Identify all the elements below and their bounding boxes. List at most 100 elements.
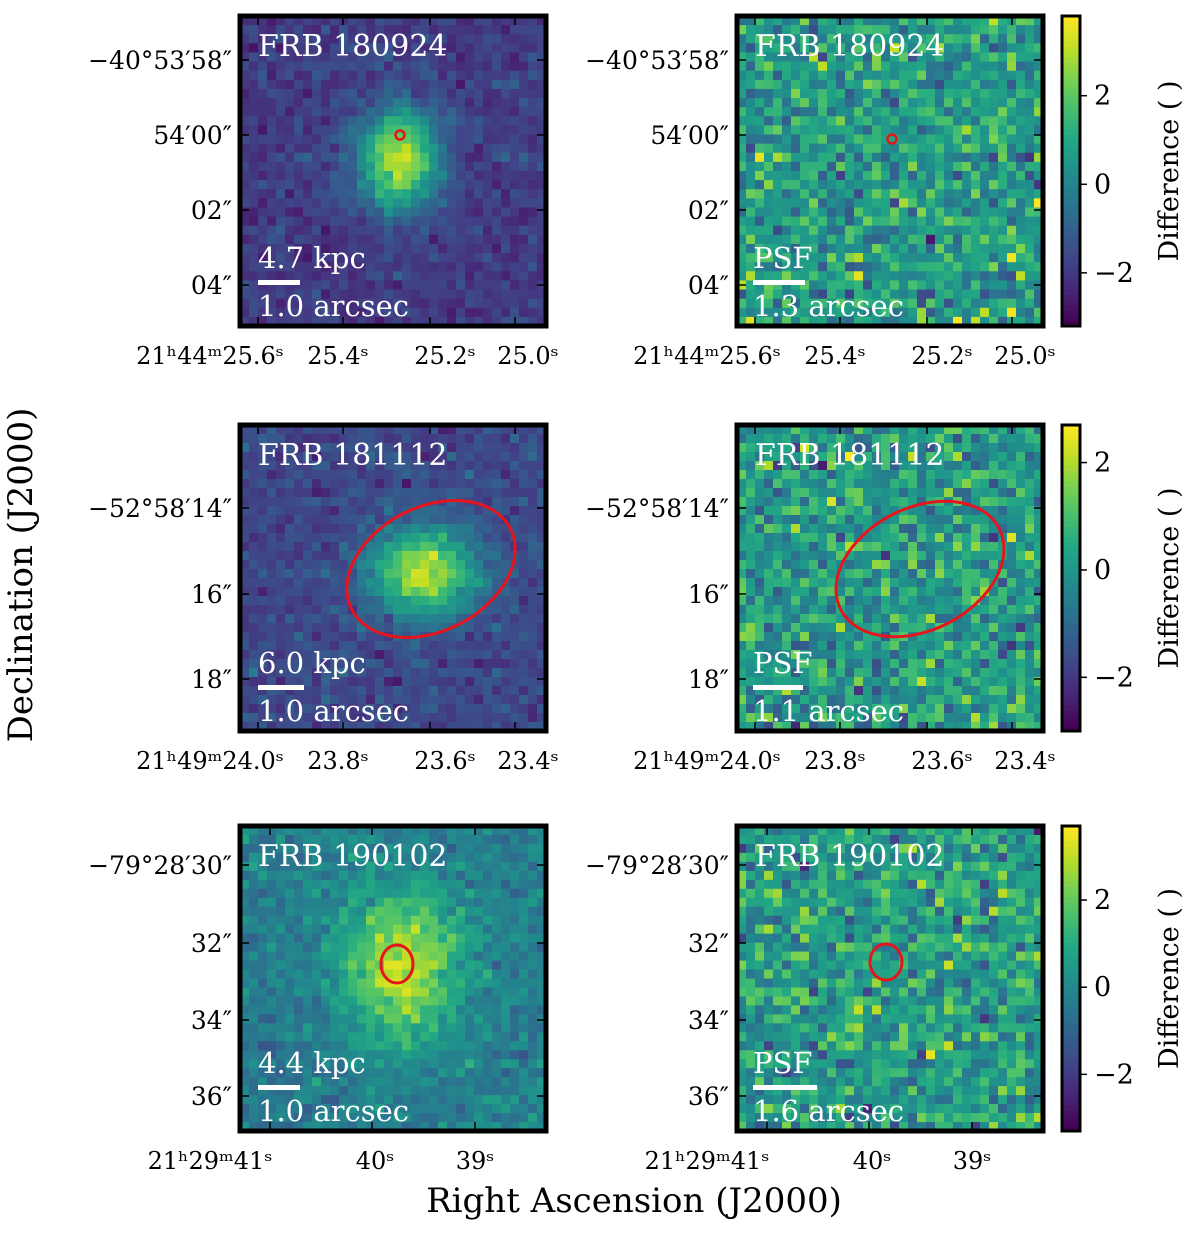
pixel bbox=[348, 61, 358, 72]
pixel bbox=[800, 542, 810, 552]
pixel bbox=[285, 216, 295, 227]
pixel bbox=[366, 161, 376, 172]
pixel bbox=[294, 843, 304, 854]
pixel bbox=[537, 641, 547, 651]
pixel bbox=[1007, 497, 1017, 507]
pixel bbox=[1034, 198, 1044, 209]
pixel bbox=[908, 713, 918, 723]
pixel bbox=[989, 234, 999, 245]
pixel bbox=[854, 125, 864, 136]
pixel bbox=[746, 116, 756, 127]
pixel bbox=[890, 704, 900, 714]
pixel bbox=[501, 695, 511, 705]
pixel bbox=[285, 470, 295, 480]
pixel bbox=[989, 569, 999, 579]
pixel bbox=[375, 515, 385, 525]
colorbar-step bbox=[1062, 547, 1080, 554]
pixel bbox=[854, 659, 864, 669]
pixel bbox=[501, 116, 511, 127]
pixel bbox=[492, 88, 502, 99]
pixel bbox=[510, 189, 520, 199]
pixel bbox=[519, 225, 529, 236]
pixel bbox=[321, 234, 331, 245]
pixel bbox=[980, 551, 990, 561]
pixel bbox=[375, 143, 385, 154]
pixel bbox=[375, 826, 385, 836]
pixel bbox=[285, 551, 295, 561]
pixel bbox=[510, 677, 520, 687]
pixel bbox=[348, 470, 358, 480]
pixel bbox=[881, 677, 891, 687]
pixel bbox=[492, 116, 502, 127]
pixel bbox=[375, 207, 385, 218]
pixel bbox=[285, 316, 295, 327]
pixel bbox=[483, 587, 493, 597]
pixel bbox=[926, 452, 936, 462]
pixel bbox=[1025, 560, 1035, 570]
colorbar-step bbox=[1062, 109, 1080, 115]
pixel bbox=[881, 234, 891, 245]
colorbar-step bbox=[1062, 36, 1080, 43]
pixel bbox=[953, 34, 963, 44]
pixel bbox=[402, 515, 412, 525]
pixel bbox=[276, 243, 286, 254]
pixel bbox=[746, 98, 756, 108]
pixel bbox=[393, 560, 403, 570]
scale-bar bbox=[753, 685, 803, 690]
pixel bbox=[348, 578, 358, 588]
pixel bbox=[465, 686, 475, 696]
pixel bbox=[384, 470, 394, 480]
pixel bbox=[1007, 216, 1017, 227]
pixel bbox=[285, 425, 295, 435]
pixel bbox=[267, 686, 277, 696]
pixel bbox=[483, 569, 493, 579]
pixel bbox=[348, 280, 358, 291]
pixel bbox=[998, 434, 1008, 444]
pixel bbox=[393, 34, 403, 44]
pixel bbox=[782, 722, 792, 732]
pixel bbox=[944, 569, 954, 579]
pixel bbox=[312, 271, 322, 282]
y-tick-label: −40°53′58″ bbox=[88, 46, 232, 75]
pixel bbox=[980, 243, 990, 254]
pixel bbox=[330, 61, 340, 72]
pixel bbox=[285, 479, 295, 489]
pixel bbox=[294, 107, 304, 117]
pixel bbox=[962, 34, 972, 44]
pixel bbox=[809, 479, 819, 489]
pixel bbox=[782, 578, 792, 588]
pixel bbox=[240, 605, 250, 615]
pixel bbox=[809, 161, 819, 172]
pixel bbox=[764, 677, 774, 687]
pixel bbox=[285, 243, 295, 254]
pixel bbox=[1034, 587, 1044, 597]
pixel bbox=[1016, 506, 1026, 516]
pixel bbox=[998, 470, 1008, 480]
pixel bbox=[908, 243, 918, 254]
pixel bbox=[249, 826, 259, 836]
pixel bbox=[456, 280, 466, 291]
pixel bbox=[510, 61, 520, 72]
pixel bbox=[1007, 443, 1017, 453]
pixel bbox=[764, 207, 774, 218]
pixel bbox=[528, 551, 538, 561]
pixel bbox=[537, 668, 547, 678]
pixel bbox=[809, 704, 819, 714]
pixel bbox=[357, 488, 367, 498]
pixel bbox=[836, 253, 846, 263]
pixel bbox=[863, 596, 873, 606]
pixel bbox=[258, 488, 268, 498]
pixel bbox=[1025, 479, 1035, 489]
pixel bbox=[998, 425, 1008, 435]
pixel bbox=[1034, 125, 1044, 136]
pixel bbox=[402, 704, 412, 714]
pixel bbox=[294, 695, 304, 705]
pixel bbox=[917, 722, 927, 732]
pixel bbox=[537, 289, 547, 300]
pixel bbox=[321, 659, 331, 669]
pixel bbox=[240, 488, 250, 498]
pixel bbox=[465, 98, 475, 108]
pixel bbox=[791, 632, 801, 642]
pixel bbox=[501, 826, 511, 836]
pixel bbox=[791, 470, 801, 480]
